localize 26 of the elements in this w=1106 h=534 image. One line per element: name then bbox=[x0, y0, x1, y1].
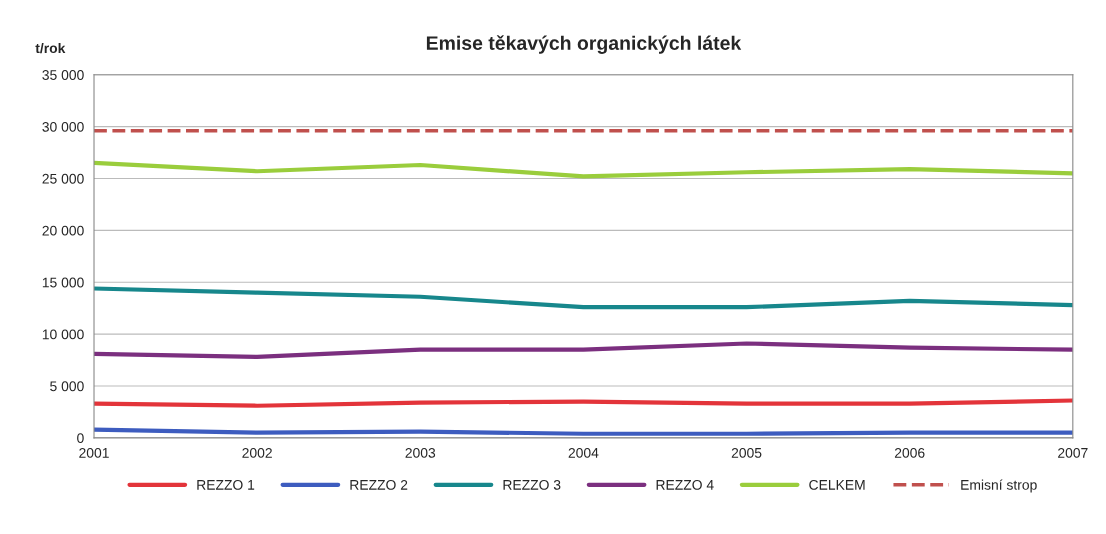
line-series bbox=[94, 160, 1073, 179]
y-tick-label: 5 000 bbox=[50, 381, 84, 392]
legend-label: Emisní strop bbox=[961, 479, 1037, 493]
y-tick-label: 25 000 bbox=[42, 173, 84, 184]
y-axis-title: t/rok bbox=[35, 42, 66, 54]
legend-label: REZZO 3 bbox=[503, 479, 561, 490]
line-series bbox=[94, 286, 1073, 310]
legend-label: REZZO 2 bbox=[350, 479, 408, 490]
x-tick-label: 2003 bbox=[405, 447, 436, 458]
chart-title: Emise těkavých organických látek bbox=[426, 35, 742, 54]
x-tick-label: 2005 bbox=[731, 447, 762, 458]
y-tick-label: 20 000 bbox=[42, 225, 84, 236]
y-tick-label: 10 000 bbox=[42, 329, 84, 340]
y-tick-label: 15 000 bbox=[42, 277, 84, 288]
x-tick-label: 2007 bbox=[1058, 447, 1088, 458]
x-tick-label: 2004 bbox=[568, 447, 599, 458]
x-tick-label: 2006 bbox=[894, 447, 925, 458]
y-tick-label: 30 000 bbox=[42, 121, 84, 132]
legend-label: REZZO 1 bbox=[197, 479, 255, 490]
y-tick-label: 35 000 bbox=[42, 70, 84, 80]
line-series bbox=[94, 341, 1073, 360]
x-tick-label: 2001 bbox=[79, 447, 109, 458]
legend-label: REZZO 4 bbox=[656, 479, 714, 490]
x-tick-label: 2002 bbox=[242, 447, 272, 458]
legend-label: CELKEM bbox=[809, 479, 865, 490]
y-tick-label: 0 bbox=[77, 433, 84, 444]
